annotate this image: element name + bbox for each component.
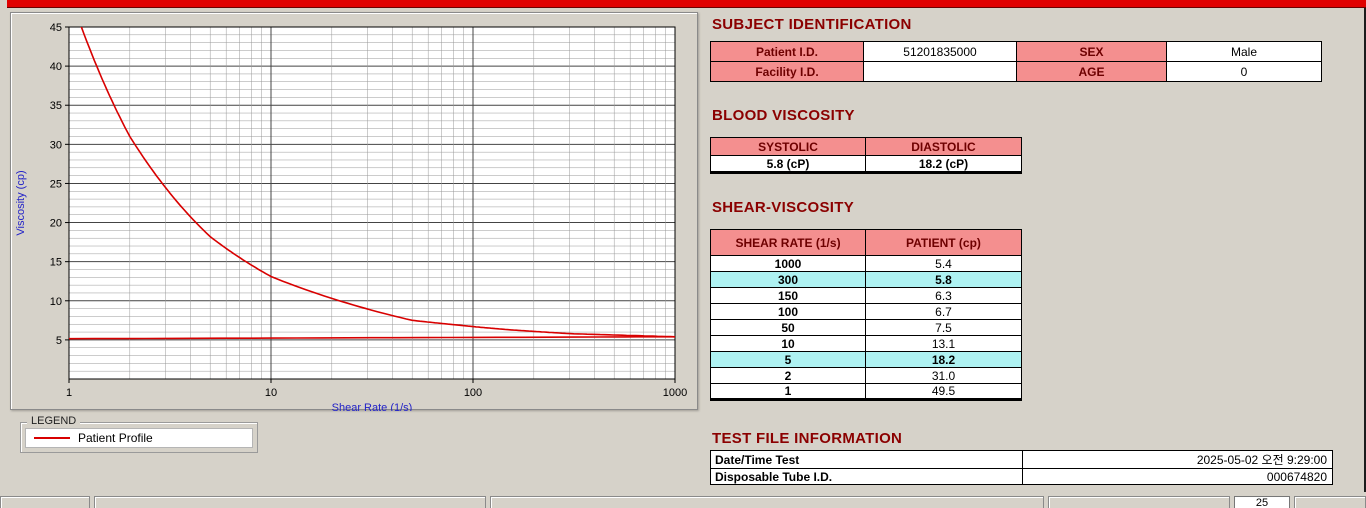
shear-viscosity-table: SHEAR RATE (1/s) PATIENT (cp) 1000 5.4 3… — [710, 229, 1022, 401]
shear-viscosity-title: SHEAR-VISCOSITY — [712, 199, 855, 216]
age-value: 0 — [1166, 61, 1322, 82]
svg-text:40: 40 — [50, 61, 62, 73]
legend-line-sample — [34, 437, 70, 439]
svg-text:35: 35 — [50, 100, 62, 112]
sex-label: SEX — [1016, 41, 1167, 62]
systolic-header: SYSTOLIC — [710, 137, 866, 156]
patient-cp-cell: 13.1 — [865, 335, 1022, 352]
shear-rate-cell: 2 — [710, 367, 866, 384]
shear-row: 150 6.3 — [710, 287, 1022, 304]
test-file-information-table: Date/Time Test 2025-05-02 오전 9:29:00 Dis… — [710, 450, 1333, 485]
shear-row: 50 7.5 — [710, 319, 1022, 336]
legend-entry-label: Patient Profile — [78, 431, 153, 445]
blood-viscosity-table: SYSTOLIC DIASTOLIC 5.8 (cP) 18.2 (cP) — [710, 137, 1022, 174]
shear-row: 1000 5.4 — [710, 255, 1022, 272]
test-file-row: Date/Time Test 2025-05-02 오전 9:29:00 — [710, 450, 1333, 469]
disposable-tube-id-label: Disposable Tube I.D. — [710, 468, 1023, 485]
patient-cp-cell: 5.8 — [865, 271, 1022, 288]
subject-row: Patient I.D. 51201835000 SEX Male — [710, 41, 1322, 62]
svg-text:100: 100 — [464, 387, 482, 399]
test-file-information-title: TEST FILE INFORMATION — [712, 430, 903, 447]
shear-header-row: SHEAR RATE (1/s) PATIENT (cp) — [710, 229, 1022, 256]
svg-text:10: 10 — [50, 296, 62, 308]
shear-rate-header: SHEAR RATE (1/s) — [710, 229, 866, 256]
shear-viscosity-chart: 5 10 15 20 25 30 35 40 45 1 10 100 1000 Viscosity (cp… — [15, 22, 687, 411]
svg-text:30: 30 — [50, 139, 62, 151]
legend-entry: Patient Profile — [25, 428, 253, 448]
patient-cp-cell: 7.5 — [865, 319, 1022, 336]
patient-cp-cell: 6.3 — [865, 287, 1022, 304]
blood-header-row: SYSTOLIC DIASTOLIC — [710, 137, 1022, 156]
disposable-tube-id-value: 000674820 — [1022, 468, 1333, 485]
blood-viscosity-title: BLOOD VISCOSITY — [712, 107, 855, 124]
diastolic-value: 18.2 (cP) — [865, 155, 1022, 174]
subject-identification-title: SUBJECT IDENTIFICATION — [712, 16, 912, 33]
svg-text:10: 10 — [265, 387, 277, 399]
window-title-bar-edge — [7, 0, 1366, 8]
legend-title: LEGEND — [27, 415, 81, 427]
test-file-row: Disposable Tube I.D. 000674820 — [710, 468, 1333, 485]
shear-rate-cell: 1000 — [710, 255, 866, 272]
bottom-cutoff-button-3[interactable] — [490, 496, 1044, 508]
bottom-cutoff-button-1[interactable] — [0, 496, 90, 508]
svg-text:Shear Rate (1/s): Shear Rate (1/s) — [332, 402, 413, 411]
shear-row: 10 13.1 — [710, 335, 1022, 352]
patient-cp-header: PATIENT (cp) — [865, 229, 1022, 256]
shear-rate-cell: 5 — [710, 351, 866, 368]
facility-id-label: Facility I.D. — [710, 61, 864, 82]
bottom-cutoff-button-5[interactable] — [1294, 496, 1366, 508]
shear-rate-cell: 150 — [710, 287, 866, 304]
sex-value: Male — [1166, 41, 1322, 62]
viscosity-chart-panel: 5 10 15 20 25 30 35 40 45 1 10 100 1000 Viscosity (cp… — [10, 12, 698, 411]
subject-identification-table: Patient I.D. 51201835000 SEX Male Facili… — [710, 41, 1322, 82]
systolic-value: 5.8 (cP) — [710, 155, 866, 174]
shear-rate-cell: 100 — [710, 303, 866, 320]
svg-text:25: 25 — [50, 178, 62, 190]
bottom-cutoff-button-4[interactable] — [1048, 496, 1230, 508]
age-label: AGE — [1016, 61, 1167, 82]
svg-text:Viscosity (cp): Viscosity (cp) — [15, 170, 27, 235]
blood-value-row: 5.8 (cP) 18.2 (cP) — [710, 155, 1022, 174]
svg-text:5: 5 — [56, 335, 62, 347]
patient-id-value: 51201835000 — [863, 41, 1017, 62]
patient-id-label: Patient I.D. — [710, 41, 864, 62]
date-time-test-label: Date/Time Test — [710, 450, 1023, 469]
svg-text:1000: 1000 — [663, 387, 687, 399]
subject-row: Facility I.D. AGE 0 — [710, 61, 1322, 82]
chart-legend: LEGEND Patient Profile — [20, 415, 258, 453]
shear-row-highlighted: 5 18.2 — [710, 351, 1022, 368]
shear-row: 100 6.7 — [710, 303, 1022, 320]
shear-row: 2 31.0 — [710, 367, 1022, 384]
shear-rate-cell: 1 — [710, 383, 866, 401]
date-time-test-value: 2025-05-02 오전 9:29:00 — [1022, 450, 1333, 469]
shear-rate-cell: 300 — [710, 271, 866, 288]
patient-cp-cell: 31.0 — [865, 367, 1022, 384]
svg-text:15: 15 — [50, 257, 62, 269]
patient-cp-cell: 6.7 — [865, 303, 1022, 320]
window-right-border — [1364, 8, 1366, 492]
svg-text:1: 1 — [66, 387, 72, 399]
facility-id-value — [863, 61, 1017, 82]
shear-row: 1 49.5 — [710, 383, 1022, 401]
bottom-cutoff-field[interactable]: 25 — [1234, 496, 1290, 508]
patient-cp-cell: 49.5 — [865, 383, 1022, 401]
shear-row-highlighted: 300 5.8 — [710, 271, 1022, 288]
svg-text:20: 20 — [50, 218, 62, 230]
shear-rate-cell: 10 — [710, 335, 866, 352]
svg-text:45: 45 — [50, 22, 62, 34]
bottom-cutoff-button-2[interactable] — [94, 496, 486, 508]
patient-cp-cell: 18.2 — [865, 351, 1022, 368]
shear-rate-cell: 50 — [710, 319, 866, 336]
patient-cp-cell: 5.4 — [865, 255, 1022, 272]
diastolic-header: DIASTOLIC — [865, 137, 1022, 156]
